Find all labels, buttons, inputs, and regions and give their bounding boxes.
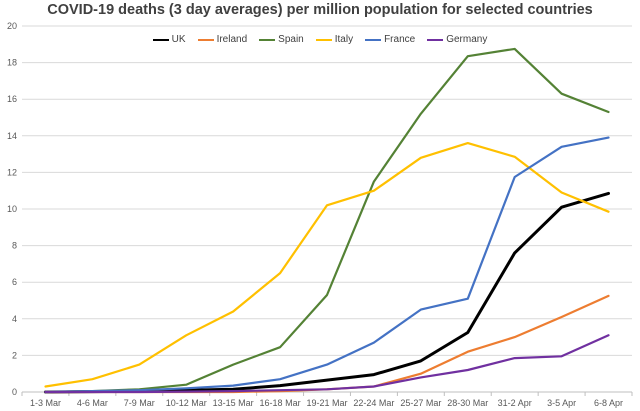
x-tick-label: 28-30 Mar: [447, 398, 488, 408]
x-tick-label: 16-18 Mar: [260, 398, 301, 408]
x-tick-label: 13-15 Mar: [213, 398, 254, 408]
legend-swatch: [259, 38, 276, 41]
x-tick-label: 3-5 Apr: [547, 398, 576, 408]
x-tick-label: 4-6 Mar: [77, 398, 108, 408]
y-tick-label: 16: [7, 94, 17, 104]
y-tick-label: 4: [12, 314, 17, 324]
legend-swatch: [427, 38, 444, 41]
series-layer: [44, 47, 610, 394]
x-tick-label: 19-21 Mar: [306, 398, 347, 408]
x-tick-label: 6-8 Apr: [594, 398, 623, 408]
x-tick-label: 7-9 Mar: [124, 398, 155, 408]
legend-item-france: France: [365, 34, 415, 45]
legend-label: Italy: [334, 34, 354, 45]
x-tick-label: 25-27 Mar: [400, 398, 441, 408]
legend-item-uk: UK: [152, 34, 186, 45]
series-line-spain: [44, 47, 610, 394]
y-tick-label: 10: [7, 204, 17, 214]
legend-swatch: [152, 38, 169, 41]
series-line-ireland: [44, 294, 610, 394]
legend-item-spain: Spain: [259, 34, 304, 45]
legend-item-italy: Italy: [315, 34, 354, 45]
y-tick-label: 6: [12, 277, 17, 287]
legend-swatch: [365, 38, 382, 41]
legend-label: Spain: [278, 34, 304, 45]
series-line-italy: [44, 142, 610, 388]
chart-title: COVID-19 deaths (3 day averages) per mil…: [47, 2, 593, 18]
legend-label: Ireland: [216, 34, 248, 45]
y-tick-label: 14: [7, 131, 17, 141]
legend-swatch: [197, 38, 214, 41]
grid-layer: [22, 25, 632, 393]
y-tick-label: 2: [12, 350, 17, 360]
legend-label: UK: [171, 34, 186, 45]
legend-item-ireland: Ireland: [197, 34, 248, 45]
y-tick-label: 0: [12, 387, 17, 397]
legend: UK Ireland Spain Italy France Germany: [0, 34, 640, 45]
series-line-germany: [44, 334, 610, 394]
legend-item-germany: Germany: [427, 34, 487, 45]
y-tick-label: 18: [7, 58, 17, 68]
y-tick-label: 8: [12, 241, 17, 251]
legend-label: Germany: [446, 34, 488, 45]
x-tick-label: 1-3 Mar: [30, 398, 61, 408]
series-line-france: [44, 136, 610, 394]
y-tick-label: 20: [7, 21, 17, 31]
y-tick-label: 12: [7, 167, 17, 177]
axis-layer: 0 2 4 6 8 10 12 14 16 18 20 1-3 Mar 4-6 Mar 7-9 Mar 10…: [7, 21, 633, 408]
x-tick-label: 22-24 Mar: [353, 398, 394, 408]
legend-swatch: [315, 38, 332, 41]
x-tick-label: 10-12 Mar: [166, 398, 207, 408]
x-tick-label: 31-2 Apr: [498, 398, 532, 408]
legend-label: France: [384, 34, 416, 45]
